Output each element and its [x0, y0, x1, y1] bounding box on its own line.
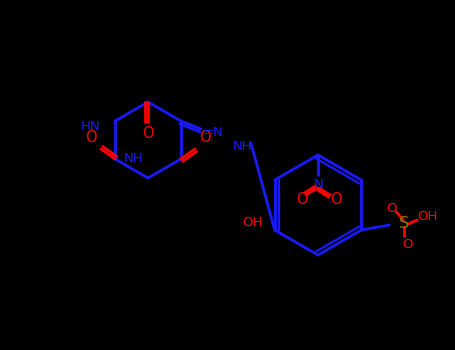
- Text: OH: OH: [417, 210, 438, 224]
- Text: O: O: [296, 191, 308, 206]
- Text: O: O: [386, 202, 397, 215]
- Text: NH: NH: [233, 140, 253, 154]
- Text: HN: HN: [80, 119, 100, 133]
- Text: O: O: [85, 130, 97, 145]
- Text: OH: OH: [243, 216, 263, 229]
- Text: O: O: [199, 130, 211, 145]
- Text: O: O: [330, 191, 342, 206]
- Text: S: S: [399, 217, 410, 231]
- Text: N: N: [314, 178, 324, 191]
- Text: O: O: [142, 126, 154, 141]
- Text: =N: =N: [202, 126, 223, 140]
- Text: O: O: [402, 238, 413, 251]
- Text: NH: NH: [124, 152, 143, 165]
